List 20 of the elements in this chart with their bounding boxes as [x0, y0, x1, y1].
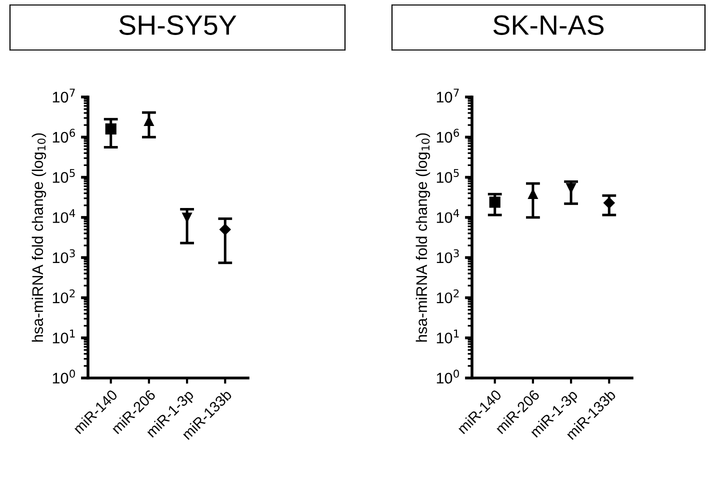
y-axis-title: hsa-miRNA fold change (log$_{10}$) — [32, 133, 46, 342]
y-tick-label: 10$^{0}$ — [52, 370, 75, 384]
y-tick-label: 10$^{7}$ — [52, 88, 75, 103]
y-tick-label: 10$^{4}$ — [436, 209, 460, 224]
y-tick-label: 10$^{4}$ — [52, 209, 76, 224]
y-tick-label: 10$^{1}$ — [436, 330, 459, 344]
y-tick-label: 10$^{1}$ — [52, 330, 75, 344]
y-tick-label: 10$^{5}$ — [436, 169, 459, 183]
y-tick-label: 10$^{6}$ — [52, 128, 76, 143]
y-tick-label: 10$^{3}$ — [436, 249, 459, 264]
y-axis-title: hsa-miRNA fold change (log$_{10}$) — [416, 133, 430, 342]
y-tick-label: 10$^{7}$ — [436, 88, 459, 103]
y-tick-label: 10$^{2}$ — [436, 289, 459, 304]
chart-title: SK-N-AS — [493, 15, 604, 35]
y-tick-label: 10$^{2}$ — [52, 289, 75, 304]
y-tick-label: 10$^{3}$ — [52, 249, 75, 264]
y-tick-label: 10$^{6}$ — [436, 128, 460, 143]
chart-title: SH-SY5Y — [119, 15, 236, 35]
y-tick-label: 10$^{0}$ — [436, 370, 459, 384]
y-tick-label: 10$^{5}$ — [52, 169, 75, 183]
